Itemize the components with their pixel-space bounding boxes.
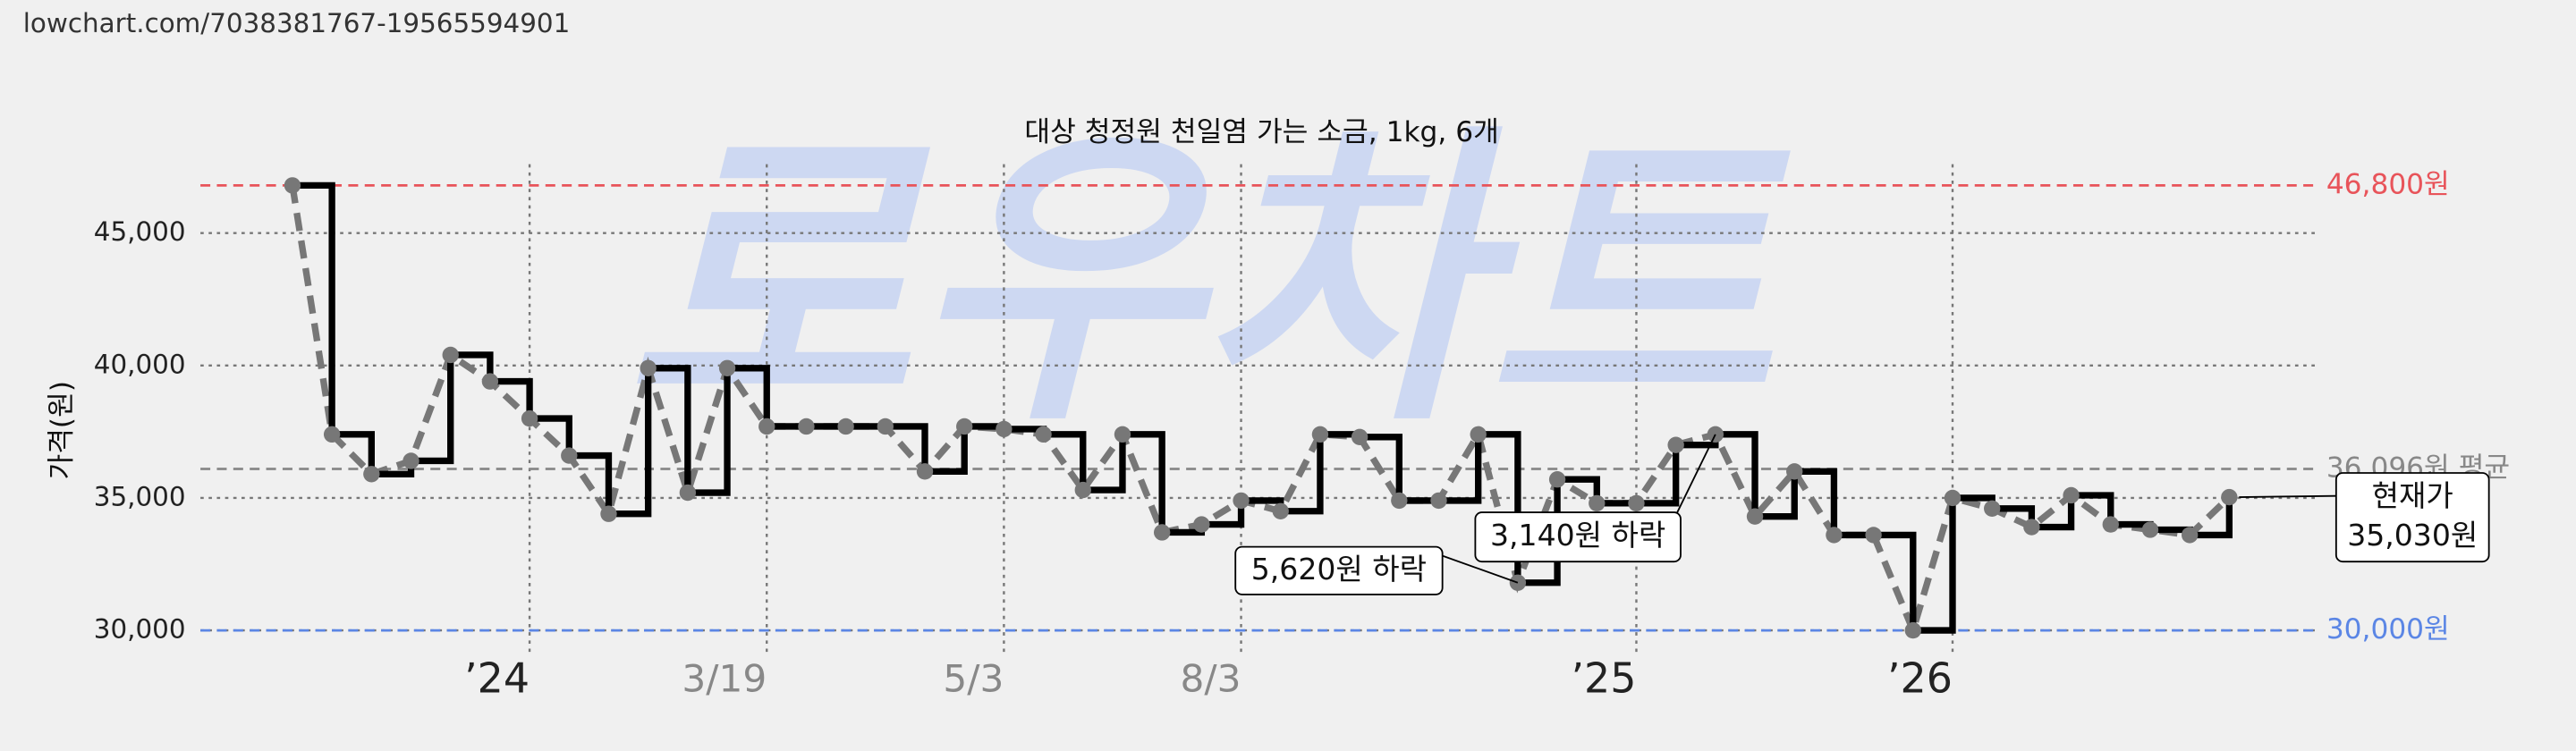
point [481, 373, 499, 390]
point [1233, 492, 1250, 510]
x-tick-label: 3/19 [682, 657, 767, 701]
point [402, 452, 419, 469]
point [1509, 574, 1527, 591]
point [679, 484, 697, 502]
annotation-arrow [2239, 494, 2336, 498]
point [1153, 524, 1171, 541]
point [758, 418, 775, 435]
point [1391, 492, 1408, 510]
point [640, 359, 657, 376]
point [600, 505, 617, 522]
point [442, 346, 459, 364]
chart-title: 대상 청정원 천일염 가는 소금, 1kg, 6개 [1024, 116, 1498, 148]
trend-line [289, 184, 2232, 641]
y-axis-label: 가격(원) [46, 381, 78, 480]
point [956, 418, 973, 435]
x-tick-label: ’26 [1887, 654, 1953, 703]
point [2141, 521, 2159, 538]
y-tick-label: 35,000 [94, 481, 186, 511]
point [1311, 426, 1329, 443]
annotation-box [1234, 545, 1444, 595]
y-tick-label: 45,000 [94, 216, 186, 247]
point [1984, 500, 2001, 517]
annotation-text: 35,030원 [2347, 518, 2478, 553]
point [1746, 508, 1764, 525]
reference-label: 46,800원 [2326, 168, 2450, 200]
point [1035, 426, 1052, 443]
reference-label: 30,000원 [2326, 613, 2450, 646]
annotation-box [1474, 511, 1682, 563]
point [1865, 527, 1882, 544]
y-tick-label: 30,000 [94, 614, 186, 645]
point [718, 359, 736, 376]
point [1074, 481, 1091, 499]
point [1114, 426, 1131, 443]
point [798, 418, 815, 435]
annotation-box [2334, 472, 2490, 563]
x-tick-label: ’24 [464, 654, 530, 703]
point [521, 409, 538, 427]
point [1944, 489, 1962, 507]
point [2221, 488, 2238, 506]
annotation-arrow [1435, 553, 1519, 584]
step-line [292, 181, 2233, 634]
point [877, 418, 894, 435]
point [1193, 516, 1210, 533]
point [1628, 494, 1645, 512]
point [1904, 621, 1921, 639]
point [2063, 486, 2080, 504]
point [916, 463, 934, 480]
point [996, 420, 1013, 438]
x-tick-label: 5/3 [943, 657, 1004, 701]
point [2102, 516, 2119, 533]
y-tick-label: 40,000 [94, 349, 186, 379]
watermark: 로우차트 [625, 100, 1794, 463]
point [1826, 527, 1843, 544]
point [1272, 502, 1289, 519]
point [1786, 463, 1803, 480]
point [323, 426, 341, 443]
x-tick-label: 8/3 [1181, 657, 1241, 701]
point [284, 177, 301, 194]
point [837, 418, 854, 435]
point [1430, 492, 1447, 510]
point [1351, 428, 1368, 445]
point [1589, 494, 1606, 512]
source-url: lowchart.com/7038381767-19565594901 [23, 8, 571, 38]
point [1548, 471, 1566, 488]
point [561, 447, 578, 464]
point [2023, 519, 2040, 536]
annotation-text: 3,140원 하락 [1490, 518, 1665, 553]
annotation-text: 현재가 [2372, 478, 2453, 513]
point [1470, 426, 1487, 443]
point [2181, 527, 2199, 544]
point [1667, 436, 1684, 453]
x-tick-label: ’25 [1571, 654, 1636, 703]
annotation-arrow [1673, 434, 1716, 519]
annotation-text: 5,620원 하락 [1251, 552, 1427, 586]
point [363, 466, 380, 483]
